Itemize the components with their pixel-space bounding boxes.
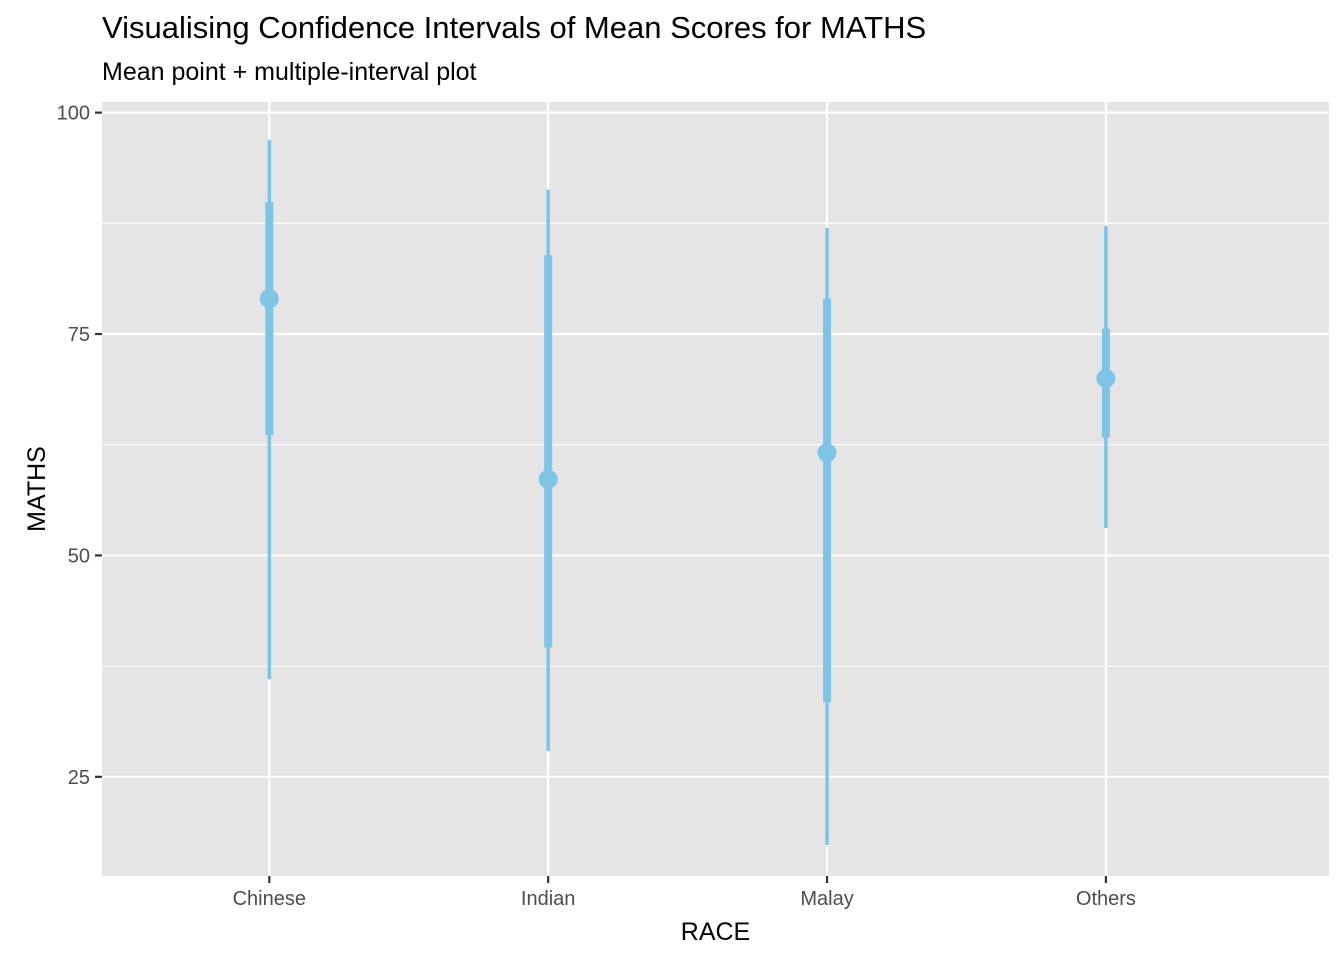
chart-title: Visualising Confidence Intervals of Mean… [102, 10, 927, 45]
x-tick-label: Others [1076, 888, 1136, 910]
y-tick-label: 100 [57, 103, 90, 125]
x-tick-label: Malay [800, 888, 853, 910]
y-tick-label: 75 [68, 324, 90, 346]
plot-panel [102, 102, 1329, 876]
x-axis: Chinese Indian Malay Others [233, 876, 1136, 910]
x-tick-label: Indian [521, 888, 576, 910]
mean-point [817, 443, 837, 463]
y-axis: 25 50 75 100 [57, 103, 102, 789]
mean-point [538, 469, 558, 489]
mean-point [1096, 368, 1116, 388]
y-axis-title: MATHS [23, 446, 51, 532]
x-axis-title: RACE [681, 918, 750, 946]
chart-subtitle: Mean point + multiple-interval plot [102, 58, 477, 86]
minor-gridlines [102, 222, 1329, 667]
y-tick-label: 50 [68, 545, 90, 567]
x-tick-label: Chinese [233, 888, 306, 910]
y-tick-label: 25 [68, 767, 90, 789]
interval-marks [259, 140, 1116, 846]
mean-point [259, 289, 279, 309]
